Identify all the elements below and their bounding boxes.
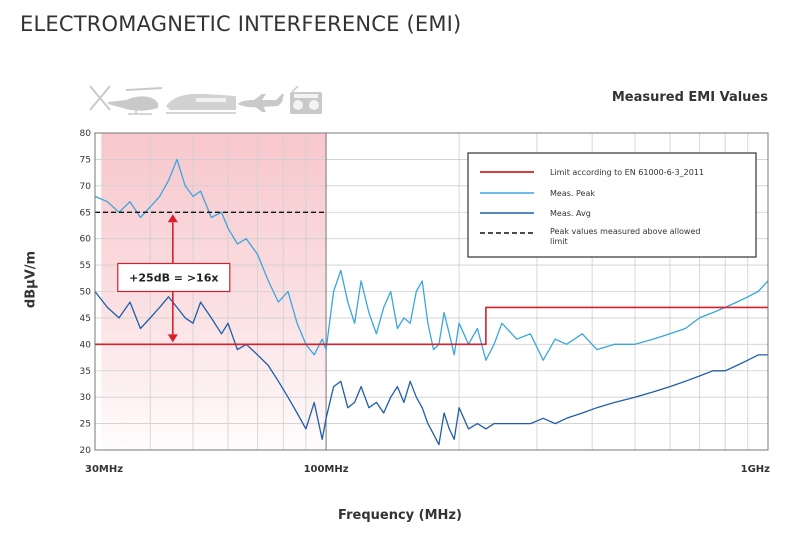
legend-label-limit: Limit according to EN 61000-6-3_2011 <box>550 168 704 177</box>
x-tick-label: 1GHz <box>741 464 771 475</box>
y-tick-label: 65 <box>80 208 91 218</box>
annotation-box <box>117 262 231 293</box>
plot-frame <box>94 132 769 451</box>
y-tick-label: 20 <box>80 446 92 456</box>
y-tick-label: 70 <box>80 182 92 192</box>
page-title: ELECTROMAGNETIC INTERFERENCE (EMI) <box>20 12 462 36</box>
airplane-icon <box>238 94 284 112</box>
train-icon <box>166 93 236 114</box>
y-tick-label: 35 <box>80 367 91 377</box>
annotation-text: +25dB = >16x <box>129 271 218 284</box>
series-avg-line <box>94 291 768 446</box>
series-peak-line <box>94 158 769 361</box>
y-tick-label: 30 <box>80 393 92 403</box>
x-axis-label: Frequency (MHz) <box>338 508 462 523</box>
legend-label-threshold: Peak values measured above allowed limit <box>550 227 700 246</box>
x-tick-label: 100MHz <box>304 464 349 475</box>
helicopter-icon <box>89 85 163 115</box>
annotation-arrow-head-up <box>167 214 178 223</box>
y-tick-label: 50 <box>80 288 92 298</box>
x-tick-label: 30MHz <box>85 464 123 475</box>
y-tick-label: 80 <box>80 129 92 139</box>
y-tick-label: 60 <box>80 235 92 245</box>
y-tick-label: 75 <box>80 155 91 165</box>
radio-icon <box>290 85 322 114</box>
y-tick-label: 25 <box>80 420 91 430</box>
legend-label-avg: Meas. Avg <box>550 209 591 218</box>
y-tick-label: 55 <box>80 261 91 271</box>
legend-label-peak: Meas. Peak <box>550 189 595 198</box>
legend-box <box>467 152 757 258</box>
annotation-arrow-head-down <box>167 334 178 343</box>
y-tick-label: 40 <box>80 340 92 350</box>
vehicle-icons <box>86 80 326 120</box>
series-limit-line <box>95 306 768 346</box>
y-tick-label: 45 <box>80 314 91 324</box>
chart-subtitle: Measured EMI Values <box>611 90 768 105</box>
